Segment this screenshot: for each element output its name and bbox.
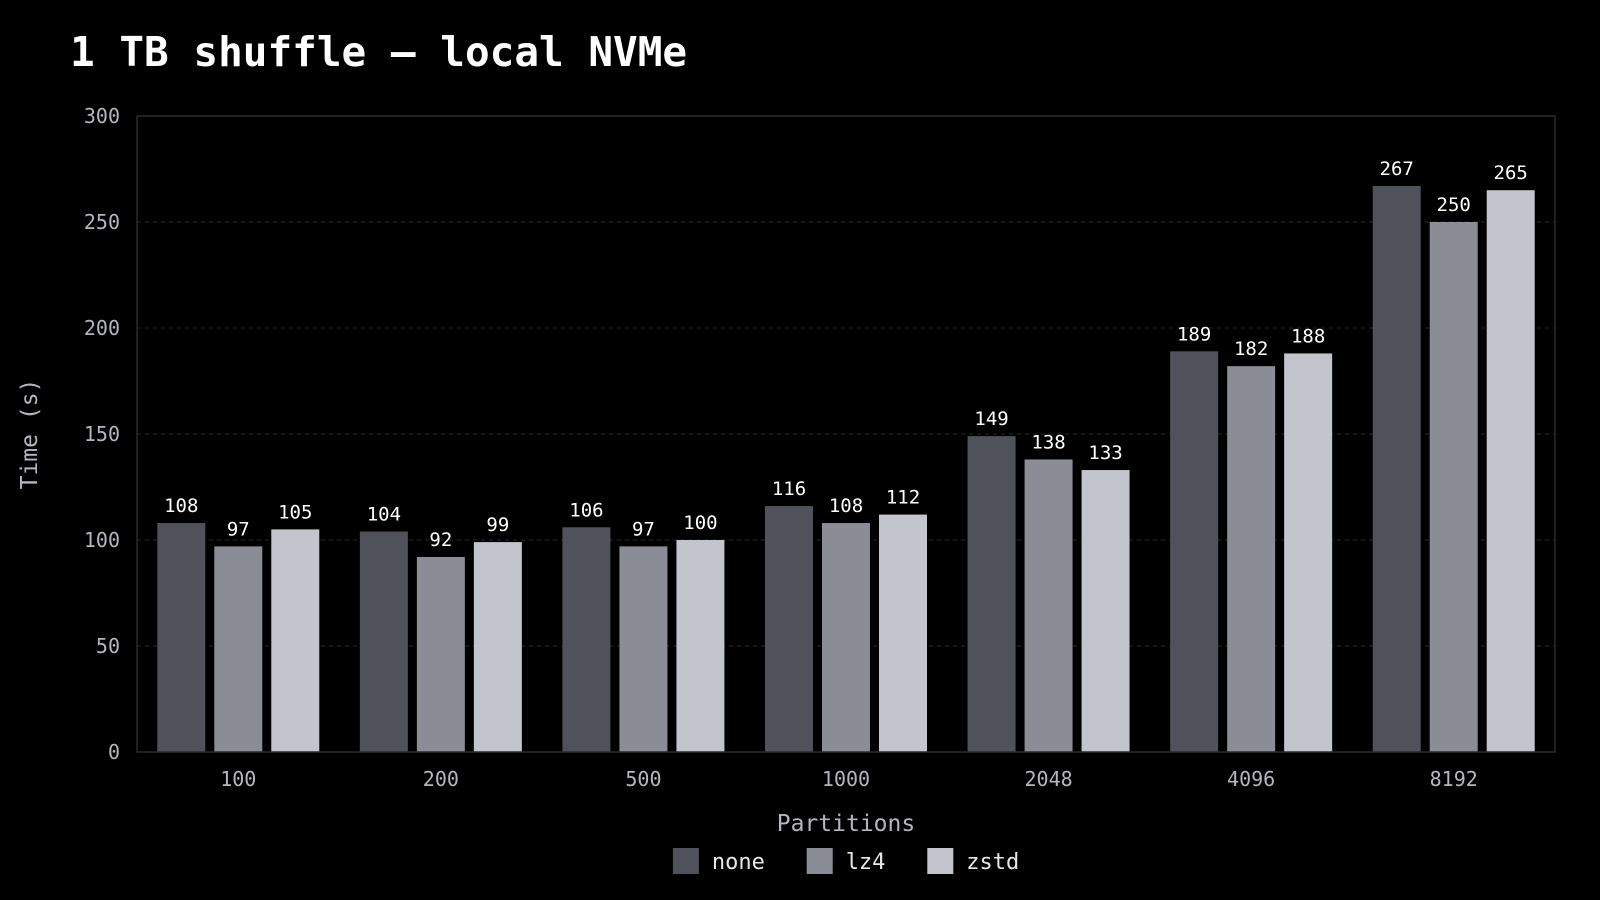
x-tick-label: 8192 <box>1430 767 1478 791</box>
y-axis-title: Time (s) <box>17 379 43 490</box>
legend-swatch-lz4 <box>806 848 833 874</box>
bar-none-200 <box>359 531 408 752</box>
x-tick-label: 200 <box>423 767 459 791</box>
bar-lz4-200 <box>416 556 465 752</box>
value-label-none-4096: 189 <box>1177 323 1211 345</box>
bar-zstd-500 <box>676 540 725 752</box>
chart-title: 1 TB shuffle — local NVMe <box>70 28 688 76</box>
bar-none-1000 <box>765 506 813 752</box>
bar-none-500 <box>562 527 611 752</box>
value-label-lz4-100: 97 <box>227 518 250 540</box>
bar-lz4-4096 <box>1227 366 1276 752</box>
y-tick-label: 300 <box>84 104 120 128</box>
bar-none-2048 <box>967 436 1016 752</box>
x-tick-label: 2048 <box>1024 767 1072 791</box>
value-label-zstd-500: 100 <box>683 512 717 534</box>
legend: none lz4 zstd <box>672 848 1019 875</box>
plot-frame <box>136 115 1556 753</box>
y-tick-label: 100 <box>84 528 120 552</box>
value-label-zstd-2048: 133 <box>1088 442 1122 464</box>
legend-swatch-zstd <box>927 848 954 874</box>
y-tick-label: 50 <box>96 634 120 658</box>
value-label-none-8192: 267 <box>1380 158 1414 180</box>
x-tick-label: 4096 <box>1227 767 1275 791</box>
y-tick-label: 200 <box>84 316 120 340</box>
bar-zstd-100 <box>271 529 320 752</box>
x-axis-title: Partitions <box>777 811 915 837</box>
x-tick-label: 1000 <box>822 767 870 791</box>
value-label-lz4-1000: 108 <box>829 495 863 517</box>
value-label-zstd-1000: 112 <box>886 487 920 509</box>
bar-lz4-500 <box>619 546 668 752</box>
value-label-none-100: 108 <box>164 495 198 517</box>
bar-zstd-4096 <box>1284 353 1333 752</box>
y-tick-label: 250 <box>84 210 120 234</box>
bar-none-100 <box>157 523 206 752</box>
bar-zstd-2048 <box>1081 470 1130 752</box>
value-label-lz4-200: 92 <box>429 529 452 551</box>
bar-lz4-1000 <box>822 523 870 752</box>
legend-label-none: none <box>712 850 765 875</box>
value-label-none-1000: 116 <box>772 478 806 500</box>
bar-lz4-2048 <box>1024 459 1073 752</box>
value-label-zstd-200: 99 <box>486 514 509 536</box>
value-label-none-2048: 149 <box>974 408 1008 430</box>
bar-zstd-1000 <box>879 514 927 752</box>
legend-swatch-none <box>672 848 699 874</box>
bar-zstd-200 <box>473 542 522 752</box>
value-label-none-200: 104 <box>367 504 401 526</box>
value-label-lz4-4096: 182 <box>1234 338 1268 360</box>
value-label-none-500: 106 <box>569 499 603 521</box>
bar-zstd-8192 <box>1486 190 1535 752</box>
value-label-lz4-500: 97 <box>632 518 655 540</box>
y-tick-label: 0 <box>108 740 120 764</box>
y-axis-ticks: 0 50 100 150 200 250 300 <box>84 104 120 764</box>
x-tick-label: 500 <box>625 767 661 791</box>
legend-label-lz4: lz4 <box>846 850 886 875</box>
x-axis-ticks: 100 200 500 1000 2048 4096 8192 <box>220 767 1478 791</box>
y-tick-label: 150 <box>84 422 120 446</box>
bar-lz4-8192 <box>1429 222 1478 752</box>
bars <box>157 185 1535 752</box>
bar-none-4096 <box>1170 351 1219 752</box>
value-label-lz4-2048: 138 <box>1031 431 1065 453</box>
value-label-zstd-8192: 265 <box>1494 162 1528 184</box>
bar-lz4-100 <box>214 546 263 752</box>
value-label-zstd-4096: 188 <box>1291 325 1325 347</box>
bar-none-8192 <box>1372 185 1421 752</box>
legend-label-zstd: zstd <box>966 850 1019 875</box>
x-tick-label: 100 <box>220 767 256 791</box>
value-label-lz4-8192: 250 <box>1437 194 1471 216</box>
value-labels: 108 97 105 104 92 99 106 97 100 116 108 112 149 138 13… <box>164 158 1528 551</box>
value-label-zstd-100: 105 <box>278 501 312 523</box>
